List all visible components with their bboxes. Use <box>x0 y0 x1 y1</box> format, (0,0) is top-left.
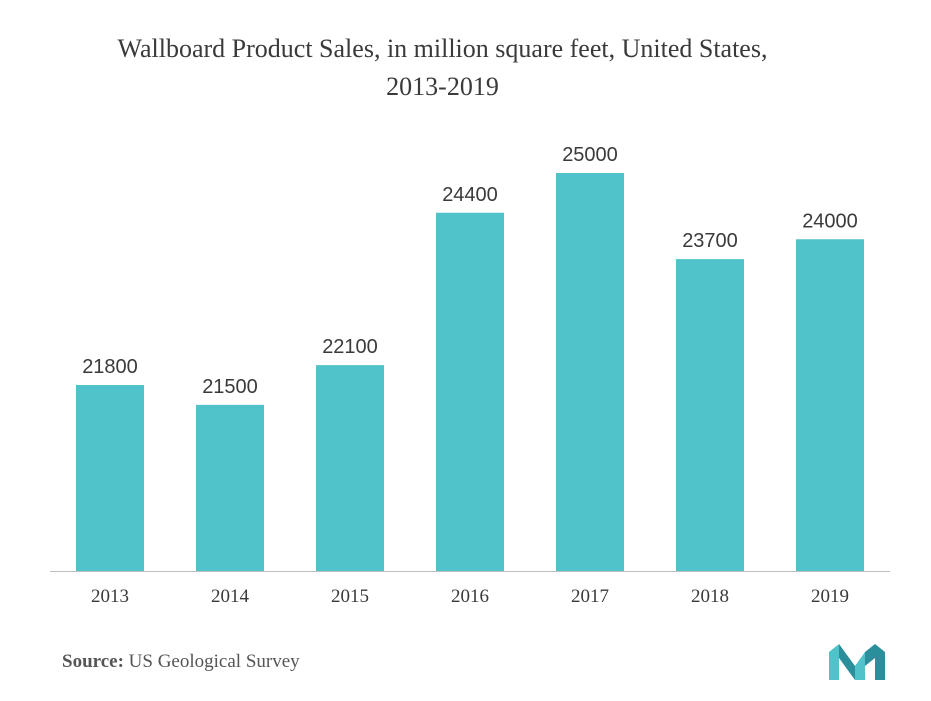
x-tick-label-2013: 2013 <box>91 586 129 607</box>
bar-2017 <box>556 173 624 571</box>
chart-title-line-2: 2013-2019 <box>386 72 499 101</box>
x-tick-label-2018: 2018 <box>691 586 729 607</box>
bar-2013 <box>76 385 144 571</box>
data-label-2015: 22100 <box>322 336 378 358</box>
x-tick-label-2015: 2015 <box>331 586 369 607</box>
source-note: Source: US Geological Survey <box>62 651 300 673</box>
x-tick-label-2017: 2017 <box>571 586 609 607</box>
chart-title: Wallboard Product Sales, in million squa… <box>20 30 865 106</box>
bar-2015 <box>316 365 384 571</box>
data-label-2014: 21500 <box>202 376 258 398</box>
bar-2016 <box>436 212 504 571</box>
chart-title-line-1: Wallboard Product Sales, in million squa… <box>117 34 768 63</box>
data-label-2017: 25000 <box>562 144 618 166</box>
bar-2014 <box>196 404 264 571</box>
source-label: Source: <box>62 651 124 672</box>
x-tick-label-2016: 2016 <box>451 586 489 607</box>
bar-chart: 21800 2013 21500 2014 22100 2015 24400 2016 2500… <box>50 144 890 607</box>
mordor-intelligence-logo-icon <box>829 644 885 680</box>
x-tick-label-2019: 2019 <box>811 586 849 607</box>
data-label-2013: 21800 <box>82 356 138 378</box>
data-label-2018: 23700 <box>682 230 738 252</box>
x-tick-label-2014: 2014 <box>211 586 250 607</box>
data-label-2016: 24400 <box>442 184 498 206</box>
source-text: US Geological Survey <box>123 651 300 672</box>
data-label-2019: 24000 <box>802 210 858 232</box>
bar-2018 <box>676 259 744 571</box>
bar-2019 <box>796 239 864 571</box>
